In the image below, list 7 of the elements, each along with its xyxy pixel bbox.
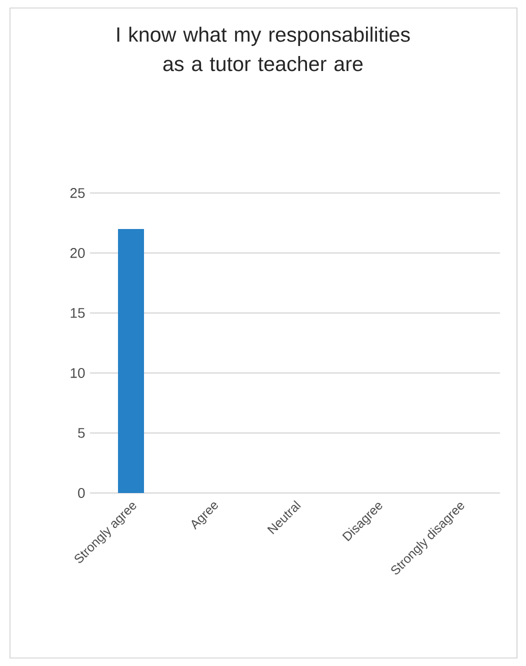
y-tick-label: 15 — [70, 308, 85, 318]
y-tick-label: 0 — [78, 488, 85, 498]
y-tick-label: 25 — [70, 188, 85, 198]
chart-title: I know what my responsabilities as a tutor teacher are — [117, 26, 410, 72]
y-tick-label: 5 — [78, 428, 85, 438]
y-tick-label: 10 — [70, 368, 85, 378]
y-tick-label: 20 — [70, 248, 85, 258]
